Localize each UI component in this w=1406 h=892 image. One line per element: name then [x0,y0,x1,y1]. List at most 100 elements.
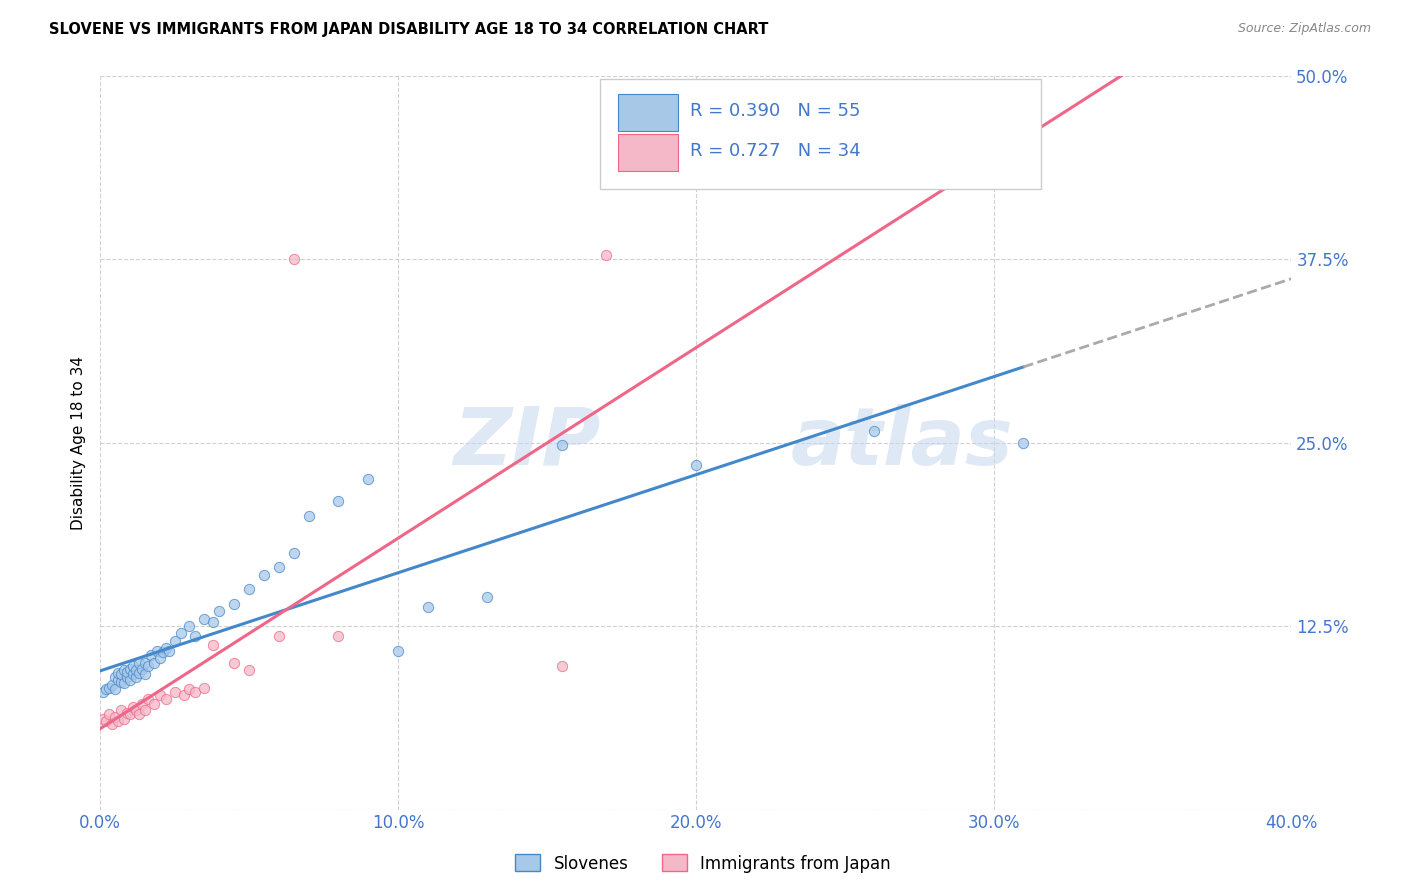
Point [134,656,156,670]
Point [179,619,201,633]
Point [145,644,167,658]
Text: ZIP: ZIP [453,403,600,482]
FancyBboxPatch shape [619,94,678,130]
Point [193,612,215,626]
Point [149,688,172,702]
Point [134,667,156,681]
Point [983,169,1005,183]
Point [98,707,121,722]
Point [416,599,439,614]
Point [328,494,350,508]
Point [94,682,117,697]
Point [238,663,260,677]
Point [184,629,207,643]
Point [253,567,276,582]
Text: Source: ZipAtlas.com: Source: ZipAtlas.com [1237,22,1371,36]
Point [157,644,180,658]
Point [94,714,117,729]
Point [267,560,290,574]
Point [125,663,148,677]
Point [128,656,150,670]
Text: atlas: atlas [792,403,1014,482]
Point [283,546,305,560]
Point [224,597,246,611]
Point [179,682,201,697]
Point [107,665,129,680]
Point [297,508,319,523]
Point [202,615,225,629]
Point [131,697,153,711]
Point [163,685,186,699]
Point [149,651,172,665]
Point [328,629,350,643]
Point [1012,435,1035,450]
Point [283,252,305,266]
Point [104,710,127,724]
Point [131,662,153,676]
Point [104,670,127,684]
Text: R = 0.727   N = 34: R = 0.727 N = 34 [690,142,860,161]
Point [104,682,127,697]
Point [163,633,186,648]
Y-axis label: Disability Age 18 to 34: Disability Age 18 to 34 [72,356,86,530]
Point [184,685,207,699]
FancyBboxPatch shape [600,79,1042,189]
Point [169,626,191,640]
Point [112,663,135,677]
Point [551,658,574,673]
FancyBboxPatch shape [619,134,678,171]
Point [224,656,246,670]
Point [110,674,132,689]
Point [387,644,409,658]
Text: SLOVENE VS IMMIGRANTS FROM JAPAN DISABILITY AGE 18 TO 34 CORRELATION CHART: SLOVENE VS IMMIGRANTS FROM JAPAN DISABIL… [49,22,769,37]
Point [152,645,174,659]
Point [101,678,124,692]
Point [115,706,138,720]
Point [118,707,141,722]
Point [110,703,132,717]
Text: R = 0.390   N = 55: R = 0.390 N = 55 [690,102,860,120]
Point [136,658,159,673]
Point [122,667,145,681]
Point [863,424,886,438]
Point [267,629,290,643]
Point [118,673,141,688]
Legend: Slovenes, Immigrants from Japan: Slovenes, Immigrants from Japan [509,847,897,880]
Point [142,697,165,711]
Point [125,670,148,684]
Point [139,648,162,663]
Point [238,582,260,597]
Point [98,681,121,695]
Point [91,712,114,726]
Point [112,676,135,690]
Point [357,472,380,486]
Point [91,685,114,699]
Point [128,665,150,680]
Point [155,692,177,706]
Point [685,458,707,472]
Point [134,703,156,717]
Point [107,673,129,688]
Point [112,712,135,726]
Point [551,438,574,452]
Point [115,670,138,684]
Point [922,169,945,183]
Point [118,662,141,676]
Point [202,638,225,652]
Point [128,707,150,722]
Point [115,665,138,679]
Point [477,590,499,604]
Point [122,658,145,673]
Point [173,688,195,702]
Point [142,656,165,670]
Point [193,681,215,695]
Point [122,699,145,714]
Point [208,604,231,618]
Point [107,714,129,729]
Point [101,717,124,731]
Point [136,692,159,706]
Point [110,667,132,681]
Point [125,703,148,717]
Point [155,641,177,656]
Point [595,247,617,261]
